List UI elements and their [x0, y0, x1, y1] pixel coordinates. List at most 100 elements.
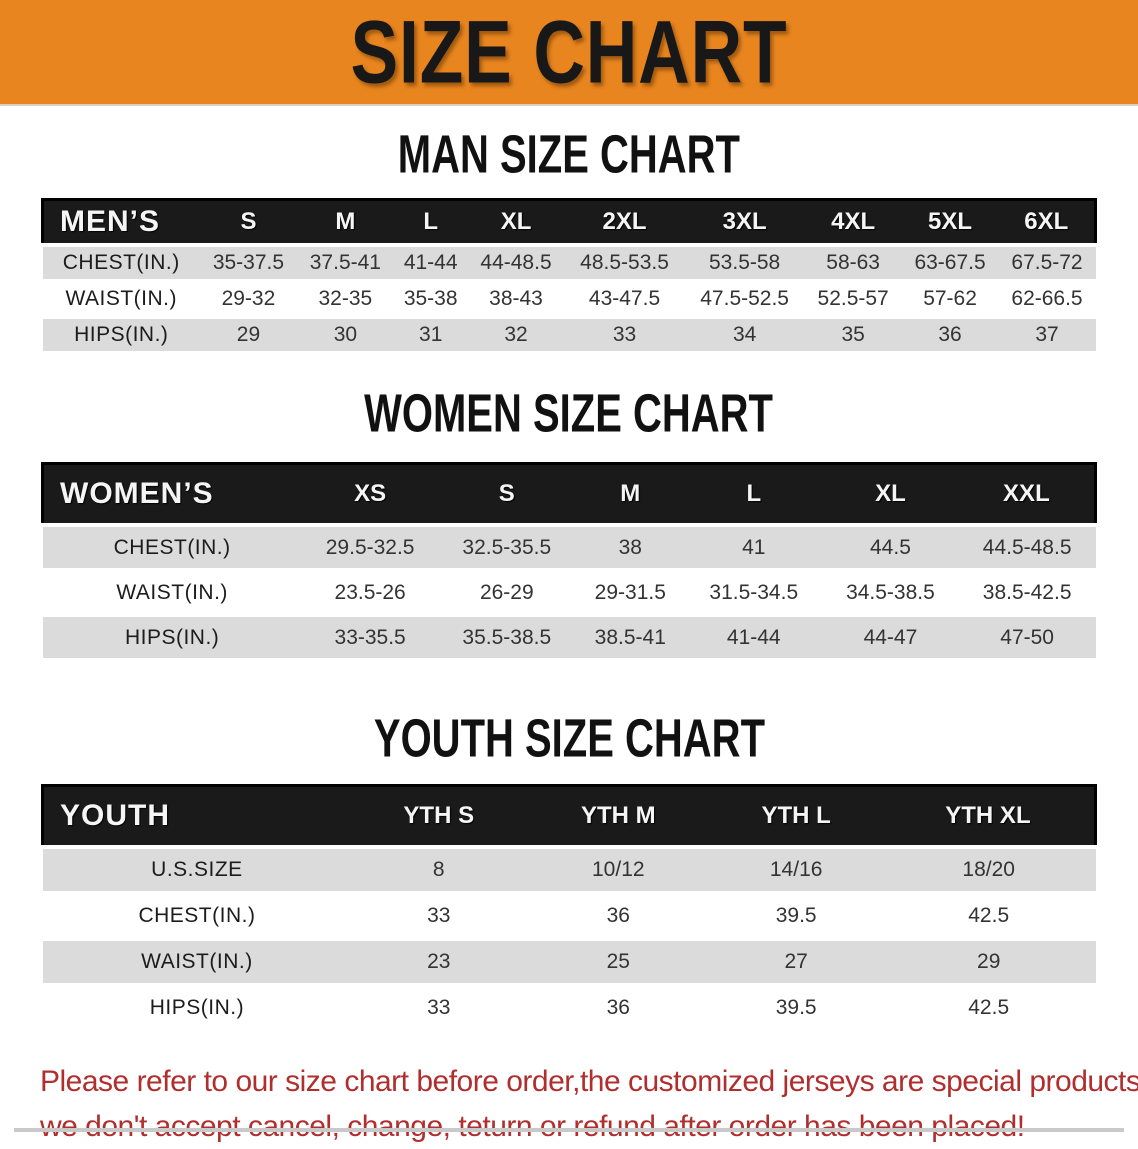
size-column-header: M: [575, 462, 686, 527]
table-row: HIPS(IN.) 29 30 31 32 33 34 35 36 37: [42, 315, 1096, 351]
measurement-label: WAIST(IN.): [42, 937, 352, 985]
measurement-label: WAIST(IN.): [42, 279, 200, 317]
size-value-cell: 44-48.5: [467, 243, 565, 281]
men-section-title-text: MAN SIZE CHART: [397, 123, 741, 185]
table-row: CHEST(IN.) 33 36 39.5 42.5: [42, 891, 1096, 939]
size-value-cell: 58-63: [804, 243, 902, 281]
table-row: HIPS(IN.) 33 36 39.5 42.5: [42, 983, 1096, 1029]
measurement-label: CHEST(IN.): [42, 523, 302, 570]
size-value-cell: 62-66.5: [998, 279, 1096, 317]
bottom-divider: [14, 1128, 1124, 1132]
size-value-cell: 31: [393, 315, 468, 351]
size-value-cell: 8: [351, 845, 527, 893]
disclaimer-line-1: Please refer to our size chart before or…: [40, 1065, 1138, 1098]
size-value-cell: 33: [351, 983, 527, 1029]
size-column-header: YTH S: [351, 784, 527, 849]
size-column-header: 4XL: [804, 198, 902, 247]
measurement-label: HIPS(IN.): [42, 315, 200, 351]
size-value-cell: 41: [685, 523, 823, 570]
size-value-cell: 47-50: [958, 613, 1096, 658]
size-value-cell: 48.5-53.5: [564, 243, 685, 281]
size-value-cell: 53.5-58: [684, 243, 805, 281]
banner-title: SIZE CHART: [350, 2, 788, 102]
size-value-cell: 32.5-35.5: [438, 523, 576, 570]
table-header-row: WOMEN’S XS S M L XL XXL: [40, 462, 1097, 527]
size-value-cell: 38: [575, 523, 686, 570]
men-section-title: MAN SIZE CHART: [0, 123, 1138, 185]
size-value-cell: 38.5-42.5: [958, 568, 1096, 615]
size-value-cell: 39.5: [710, 891, 882, 939]
size-value-cell: 32-35: [296, 279, 394, 317]
size-value-cell: 63-67.5: [901, 243, 999, 281]
size-value-cell: 33: [564, 315, 685, 351]
size-value-cell: 36: [526, 983, 711, 1029]
table-corner-label: MEN’S: [40, 198, 200, 247]
size-value-cell: 10/12: [526, 845, 711, 893]
size-column-header: 6XL: [998, 198, 1097, 247]
size-column-header: YTH M: [526, 784, 711, 849]
men-size-table: MEN’S S M L XL 2XL 3XL 4XL 5XL 6XL CHEST(IN.) 35-37…: [40, 198, 1097, 351]
table-row: CHEST(IN.) 29.5-32.5 32.5-35.5 38 41 44.5 44.5…: [42, 523, 1096, 570]
size-value-cell: 31.5-34.5: [685, 568, 823, 615]
women-section-title: WOMEN SIZE CHART: [0, 382, 1138, 444]
size-value-cell: 33-35.5: [301, 613, 439, 658]
disclaimer-text: Please refer to our size chart before or…: [40, 1059, 1138, 1149]
size-column-header: XL: [467, 198, 565, 247]
table-row: CHEST(IN.) 35-37.5 37.5-41 41-44 44-48.5 48.5…: [42, 243, 1096, 281]
youth-section-title-text: YOUTH SIZE CHART: [373, 707, 765, 769]
table-corner-label: WOMEN’S: [40, 462, 302, 527]
women-size-table: WOMEN’S XS S M L XL XXL CHEST(IN.) 29.5-32.5 32.5…: [40, 462, 1097, 658]
size-value-cell: 42.5: [881, 983, 1096, 1029]
size-column-header: S: [438, 462, 576, 527]
size-value-cell: 35-37.5: [199, 243, 297, 281]
size-value-cell: 36: [901, 315, 999, 351]
size-value-cell: 25: [526, 937, 711, 985]
size-column-header: YTH XL: [881, 784, 1097, 849]
size-value-cell: 44.5: [822, 523, 959, 570]
table-row: U.S.SIZE 8 10/12 14/16 18/20: [42, 845, 1096, 893]
size-value-cell: 44.5-48.5: [958, 523, 1096, 570]
measurement-label: CHEST(IN.): [42, 891, 352, 939]
size-value-cell: 44-47: [822, 613, 959, 658]
women-size-section: WOMEN SIZE CHART WOMEN’S XS S M L XL XXL CHEST(…: [0, 382, 1138, 658]
table-row: WAIST(IN.) 23 25 27 29: [42, 937, 1096, 985]
disclaimer-line-2: we don't accept cancel, change, teturn o…: [40, 1110, 1025, 1143]
men-size-section: MAN SIZE CHART MEN’S S M L XL 2XL 3XL 4XL 5XL 6XL…: [0, 123, 1138, 351]
size-value-cell: 30: [296, 315, 394, 351]
youth-size-table: YOUTH YTH S YTH M YTH L YTH XL U.S.SIZE 8 10/12…: [41, 784, 1097, 1029]
size-value-cell: 38.5-41: [575, 613, 686, 658]
size-value-cell: 29: [199, 315, 297, 351]
size-value-cell: 29-32: [199, 279, 297, 317]
size-value-cell: 57-62: [901, 279, 999, 317]
size-value-cell: 29: [881, 937, 1096, 985]
size-column-header: 3XL: [684, 198, 805, 247]
table-header-row: MEN’S S M L XL 2XL 3XL 4XL 5XL 6XL: [40, 198, 1097, 247]
women-section-title-text: WOMEN SIZE CHART: [364, 382, 774, 444]
size-column-header: XXL: [958, 462, 1097, 527]
size-value-cell: 39.5: [710, 983, 882, 1029]
size-value-cell: 29-31.5: [575, 568, 686, 615]
size-column-header: M: [296, 198, 394, 247]
size-value-cell: 34: [684, 315, 805, 351]
size-value-cell: 33: [351, 891, 527, 939]
size-value-cell: 52.5-57: [804, 279, 902, 317]
size-value-cell: 47.5-52.5: [684, 279, 805, 317]
size-value-cell: 67.5-72: [998, 243, 1096, 281]
size-value-cell: 27: [710, 937, 882, 985]
table-row: HIPS(IN.) 33-35.5 35.5-38.5 38.5-41 41-44 44-…: [42, 613, 1096, 658]
size-column-header: 2XL: [564, 198, 685, 247]
size-value-cell: 42.5: [881, 891, 1096, 939]
size-value-cell: 41-44: [685, 613, 823, 658]
size-value-cell: 29.5-32.5: [301, 523, 439, 570]
size-column-header: S: [199, 198, 297, 247]
size-chart-banner: SIZE CHART: [0, 0, 1138, 106]
size-value-cell: 23.5-26: [301, 568, 439, 615]
table-row: WAIST(IN.) 29-32 32-35 35-38 38-43 43-47.5 47.…: [42, 279, 1096, 317]
size-value-cell: 35: [804, 315, 902, 351]
size-value-cell: 35-38: [393, 279, 468, 317]
size-value-cell: 35.5-38.5: [438, 613, 576, 658]
size-value-cell: 32: [467, 315, 565, 351]
measurement-label: CHEST(IN.): [42, 243, 200, 281]
measurement-label: WAIST(IN.): [42, 568, 302, 615]
table-header-row: YOUTH YTH S YTH M YTH L YTH XL: [41, 784, 1097, 849]
